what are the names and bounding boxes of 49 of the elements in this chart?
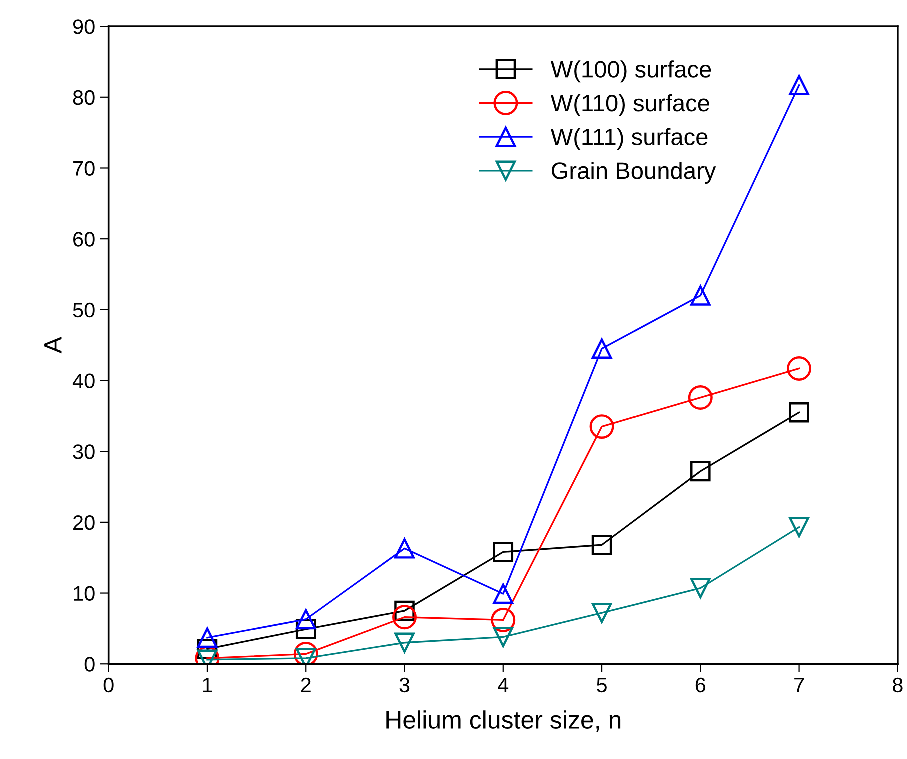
y-tick-label: 90 (73, 20, 95, 34)
point (294, 642, 318, 664)
point (789, 75, 810, 96)
y-tick-label: 0 (84, 657, 95, 672)
x-tick-label: 6 (696, 678, 706, 693)
point (493, 542, 514, 562)
point (592, 602, 612, 624)
point (690, 286, 711, 306)
point (392, 605, 417, 630)
point (787, 356, 812, 381)
point (690, 461, 711, 482)
legend-label: W(111) surface (550, 128, 708, 150)
point (197, 639, 218, 660)
y-tick-label: 30 (73, 444, 95, 460)
point (590, 414, 614, 440)
point (789, 402, 810, 423)
point (592, 534, 612, 556)
y-tick-label: 70 (74, 161, 95, 176)
point (592, 338, 612, 360)
x-tick-label: 3 (400, 678, 410, 693)
point (491, 608, 516, 632)
point (394, 538, 415, 559)
x-axis-title: Helium cluster size, n (386, 710, 621, 732)
legend-label: Grain Boundary (552, 162, 716, 184)
legend-label: W(110) surface (550, 94, 710, 116)
x-tick-label: 5 (597, 678, 607, 693)
y-tick-label: 80 (73, 90, 95, 106)
x-tick-label: 2 (301, 678, 311, 692)
x-tick-label: 7 (794, 678, 804, 692)
y-tick-label: 10 (74, 586, 95, 602)
x-tick-label: 0 (104, 678, 114, 693)
y-tick-label: 60 (74, 232, 95, 247)
y-tick-label: 40 (72, 374, 95, 389)
point (493, 627, 514, 648)
y-tick-label: 20 (74, 515, 95, 530)
x-tick-label: 1 (203, 678, 212, 692)
y-axis-title: A (44, 337, 62, 354)
point (688, 386, 713, 410)
point (493, 584, 514, 604)
x-tick-label: 4 (498, 678, 509, 692)
point (789, 517, 810, 538)
legend-label: W(100) surface (550, 60, 712, 83)
point (394, 632, 415, 654)
point (296, 619, 316, 640)
point (296, 609, 316, 630)
point (690, 578, 711, 598)
x-tick-label: 8 (893, 678, 903, 693)
y-tick-label: 50 (73, 302, 95, 318)
point (197, 628, 218, 648)
